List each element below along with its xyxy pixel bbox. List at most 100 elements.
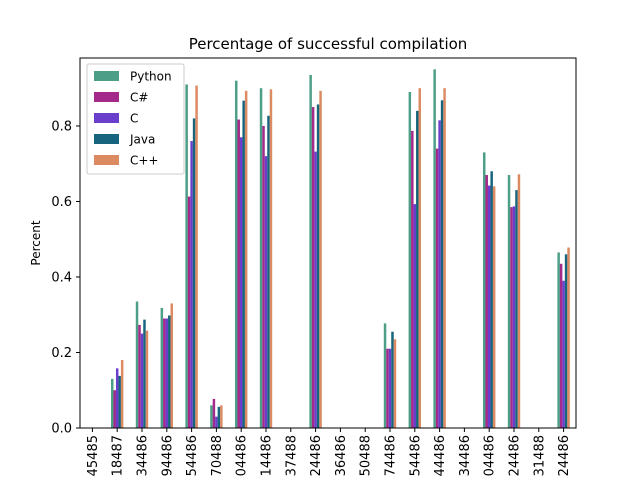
bar-python-2 bbox=[135, 301, 139, 428]
x-tick-label: 04486 bbox=[235, 435, 250, 476]
x-axis: 45485 18487 34486 94486 54486 70488 04486 14486… bbox=[86, 428, 572, 476]
bar-c-16 bbox=[487, 185, 491, 428]
x-tick-label: 18487 bbox=[111, 435, 126, 476]
bar-c-12 bbox=[393, 339, 397, 428]
bar-c-16 bbox=[485, 175, 488, 428]
bar-java-16 bbox=[490, 171, 493, 428]
bar-c-6 bbox=[239, 137, 243, 429]
legend-swatch-c bbox=[94, 113, 119, 123]
bar-python-16 bbox=[483, 152, 486, 428]
x-tick-label: 24486 bbox=[557, 435, 572, 476]
x-tick-label: 45485 bbox=[86, 435, 101, 476]
x-tick-label: 37488 bbox=[284, 435, 299, 476]
bar-java-5 bbox=[217, 406, 221, 428]
bar-c-4 bbox=[190, 141, 193, 428]
bar-c-1 bbox=[120, 360, 124, 428]
legend-label: C bbox=[130, 112, 138, 126]
bar-c-7 bbox=[262, 125, 265, 429]
bar-c-1 bbox=[113, 390, 116, 428]
bar-python-17 bbox=[507, 175, 511, 428]
bar-c-13 bbox=[413, 204, 417, 428]
bar-c-2 bbox=[138, 324, 141, 428]
legend-swatch-c bbox=[94, 92, 119, 102]
bar-c-9 bbox=[314, 151, 317, 428]
x-tick-label: 50488 bbox=[359, 435, 374, 476]
bar-c-6 bbox=[237, 119, 240, 428]
bar-c-5 bbox=[212, 398, 216, 428]
bar-c-5 bbox=[220, 405, 223, 428]
y-axis-label: Percent bbox=[29, 220, 43, 265]
bar-c-3 bbox=[170, 303, 173, 428]
bar-python-14 bbox=[433, 69, 436, 428]
bar-java-9 bbox=[316, 104, 320, 428]
x-tick-label: 04486 bbox=[483, 435, 498, 476]
x-tick-label: 54486 bbox=[185, 435, 200, 476]
bar-java-17 bbox=[515, 190, 518, 428]
bar-java-13 bbox=[416, 110, 419, 429]
bar-c-3 bbox=[163, 318, 166, 428]
bar-python-3 bbox=[160, 307, 164, 428]
bar-python-7 bbox=[259, 88, 263, 428]
bar-c-4 bbox=[195, 85, 198, 428]
bar-java-2 bbox=[143, 319, 146, 428]
x-tick-label: 24486 bbox=[309, 435, 324, 476]
bar-java-19 bbox=[564, 254, 568, 428]
bar-java-7 bbox=[267, 115, 270, 429]
y-axis: 0.0 0.2 0.4 0.6 0.8 bbox=[51, 119, 80, 437]
bar-c-2 bbox=[145, 330, 149, 428]
legend-label: Java bbox=[129, 133, 155, 147]
x-tick-label: 14486 bbox=[260, 435, 275, 476]
bar-python-13 bbox=[408, 91, 412, 428]
bar-c-7 bbox=[264, 156, 268, 428]
legend-label: Python bbox=[130, 70, 172, 84]
legend-label: C++ bbox=[130, 154, 159, 168]
plot-frame bbox=[79, 57, 577, 429]
bar-c-2 bbox=[140, 333, 144, 428]
bar-c-17 bbox=[510, 207, 513, 428]
bar-c-17 bbox=[512, 206, 516, 428]
bar-c-6 bbox=[244, 90, 248, 428]
bar-c-3 bbox=[165, 318, 169, 428]
bar-c-14 bbox=[435, 148, 439, 429]
x-tick-label: 36486 bbox=[334, 435, 349, 476]
bar-java-4 bbox=[192, 118, 196, 428]
bar-c-14 bbox=[443, 88, 446, 428]
bar-c-1 bbox=[115, 368, 119, 428]
bar-c-4 bbox=[187, 196, 191, 428]
y-tick-label: 0.4 bbox=[51, 270, 72, 285]
bar-c-12 bbox=[388, 348, 392, 428]
x-tick-label: 70488 bbox=[210, 435, 225, 476]
legend-swatch-java bbox=[94, 134, 119, 144]
bar-c-17 bbox=[517, 174, 521, 428]
x-tick-label: 94486 bbox=[160, 435, 175, 476]
bar-c-12 bbox=[386, 348, 389, 428]
x-tick-label: 74486 bbox=[384, 435, 399, 476]
x-tick-label: 44486 bbox=[433, 435, 448, 476]
bar-java-14 bbox=[440, 100, 444, 428]
chart-title: Percentage of successful compilation bbox=[189, 35, 468, 53]
bar-c-7 bbox=[269, 89, 273, 428]
bar-c-9 bbox=[311, 107, 315, 428]
bar-python-5 bbox=[210, 405, 213, 428]
bar-python-12 bbox=[383, 323, 387, 428]
x-tick-label: 34486 bbox=[458, 435, 473, 476]
x-tick-label: 24486 bbox=[508, 435, 523, 476]
bar-c-19 bbox=[562, 280, 565, 428]
bar-python-9 bbox=[309, 74, 312, 429]
bar-c-16 bbox=[492, 186, 496, 428]
x-tick-label: 34486 bbox=[136, 435, 151, 476]
bar-c-9 bbox=[319, 90, 322, 428]
bar-c-14 bbox=[438, 120, 441, 429]
legend: Python C# C Java C++ bbox=[86, 63, 185, 175]
x-tick-label: 54486 bbox=[408, 435, 423, 476]
legend-label: C# bbox=[130, 91, 148, 105]
legend-swatch-python bbox=[94, 71, 119, 81]
bar-java-3 bbox=[168, 315, 171, 428]
bar-c-13 bbox=[418, 88, 421, 428]
bar-python-4 bbox=[185, 84, 188, 429]
bar-python-1 bbox=[111, 378, 114, 428]
x-tick-label: 31488 bbox=[532, 435, 547, 476]
bar-java-12 bbox=[391, 331, 394, 428]
